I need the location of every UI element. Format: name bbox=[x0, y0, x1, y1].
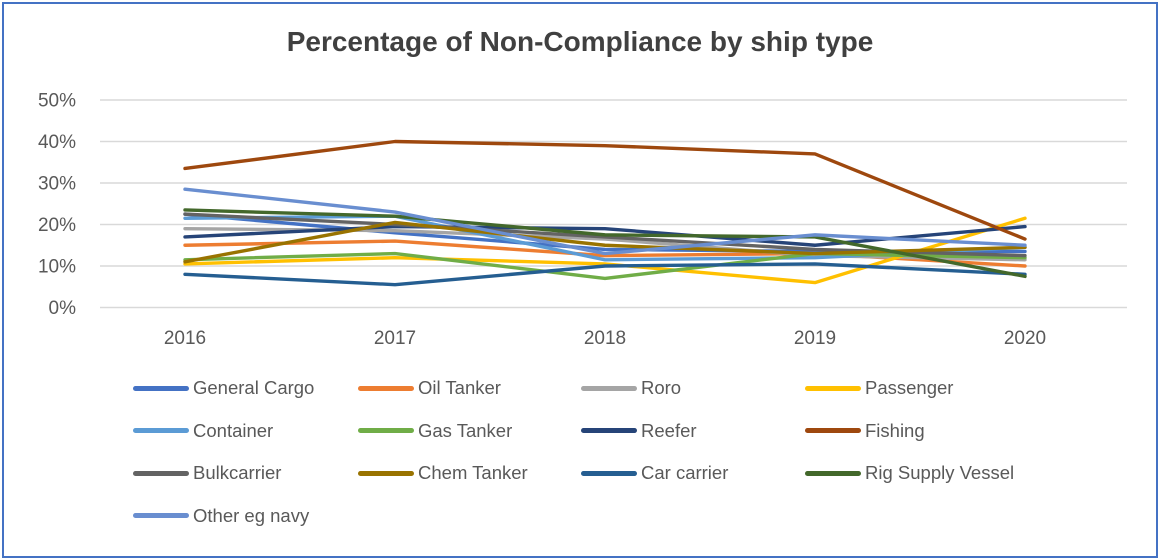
legend-label: Chem Tanker bbox=[418, 462, 528, 484]
y-tick-label: 40% bbox=[38, 132, 76, 153]
legend-swatch-container bbox=[133, 428, 189, 434]
legend-label: Reefer bbox=[641, 419, 697, 441]
x-axis-label: 2019 bbox=[794, 328, 836, 349]
legend: General Cargo Oil Tanker Roro Passenger Cont… bbox=[133, 367, 1135, 537]
x-axis-label: 2016 bbox=[164, 328, 206, 349]
legend-swatch-rig-supply-vessel bbox=[805, 470, 861, 476]
x-axis-label: 2020 bbox=[1004, 328, 1046, 349]
y-tick-label: 0% bbox=[49, 298, 77, 319]
legend-swatch-roro bbox=[581, 385, 637, 391]
legend-label: Roro bbox=[641, 377, 682, 399]
legend-swatch-chem-tanker bbox=[358, 470, 414, 476]
y-tick-label: 20% bbox=[38, 215, 76, 236]
legend-item-rig-supply-vessel[interactable]: Rig Supply Vessel bbox=[805, 462, 1135, 484]
legend-label: Rig Supply Vessel bbox=[865, 462, 1015, 484]
legend-item-chem-tanker[interactable]: Chem Tanker bbox=[358, 462, 581, 484]
legend-label: Fishing bbox=[865, 419, 925, 441]
legend-swatch-oil-tanker bbox=[358, 385, 414, 391]
legend-label: Bulkcarrier bbox=[193, 462, 282, 484]
legend-label: Oil Tanker bbox=[418, 377, 501, 399]
legend-item-car-carrier[interactable]: Car carrier bbox=[581, 462, 805, 484]
legend-swatch-fishing bbox=[805, 428, 861, 434]
legend-label: Gas Tanker bbox=[418, 419, 513, 441]
y-tick-label: 50% bbox=[38, 91, 76, 112]
series-line-fishing bbox=[183, 139, 1027, 241]
legend-label: Passenger bbox=[865, 377, 954, 399]
legend-swatch-bulkcarrier bbox=[133, 470, 189, 476]
series-line-gas-tanker bbox=[183, 251, 1027, 281]
legend-swatch-general-cargo bbox=[133, 385, 189, 391]
legend-swatch-reefer bbox=[581, 428, 637, 434]
legend-item-bulkcarrier[interactable]: Bulkcarrier bbox=[133, 462, 358, 484]
x-axis-label: 2017 bbox=[374, 328, 416, 349]
legend-label: General Cargo bbox=[193, 377, 315, 399]
legend-item-roro[interactable]: Roro bbox=[581, 377, 805, 399]
legend-item-gas-tanker[interactable]: Gas Tanker bbox=[358, 420, 581, 442]
legend-swatch-passenger bbox=[805, 385, 861, 391]
legend-item-general-cargo[interactable]: General Cargo bbox=[133, 377, 358, 399]
y-tick-label: 30% bbox=[38, 174, 76, 195]
series-line-rig-supply-vessel bbox=[183, 208, 1027, 279]
legend-label: Car carrier bbox=[641, 462, 729, 484]
chart-title: Percentage of Non-Compliance by ship typ… bbox=[286, 26, 874, 57]
series-line-other-eg-navy bbox=[183, 187, 1027, 256]
series-line-passenger bbox=[183, 216, 1027, 285]
legend-label: Other eg navy bbox=[193, 504, 310, 526]
y-tick-label: 10% bbox=[38, 257, 76, 278]
legend-item-fishing[interactable]: Fishing bbox=[805, 420, 1135, 442]
x-axis-label: 2018 bbox=[584, 328, 626, 349]
legend-item-oil-tanker[interactable]: Oil Tanker bbox=[358, 377, 581, 399]
legend-swatch-other-eg-navy bbox=[133, 513, 189, 519]
legend-item-reefer[interactable]: Reefer bbox=[581, 420, 805, 442]
legend-swatch-car-carrier bbox=[581, 470, 637, 476]
legend-swatch-gas-tanker bbox=[358, 428, 414, 434]
legend-item-passenger[interactable]: Passenger bbox=[805, 377, 1135, 399]
series-line-car-carrier bbox=[183, 262, 1027, 287]
legend-label: Container bbox=[193, 419, 274, 441]
legend-item-other-eg-navy[interactable]: Other eg navy bbox=[133, 505, 358, 527]
legend-item-container[interactable]: Container bbox=[133, 420, 358, 442]
